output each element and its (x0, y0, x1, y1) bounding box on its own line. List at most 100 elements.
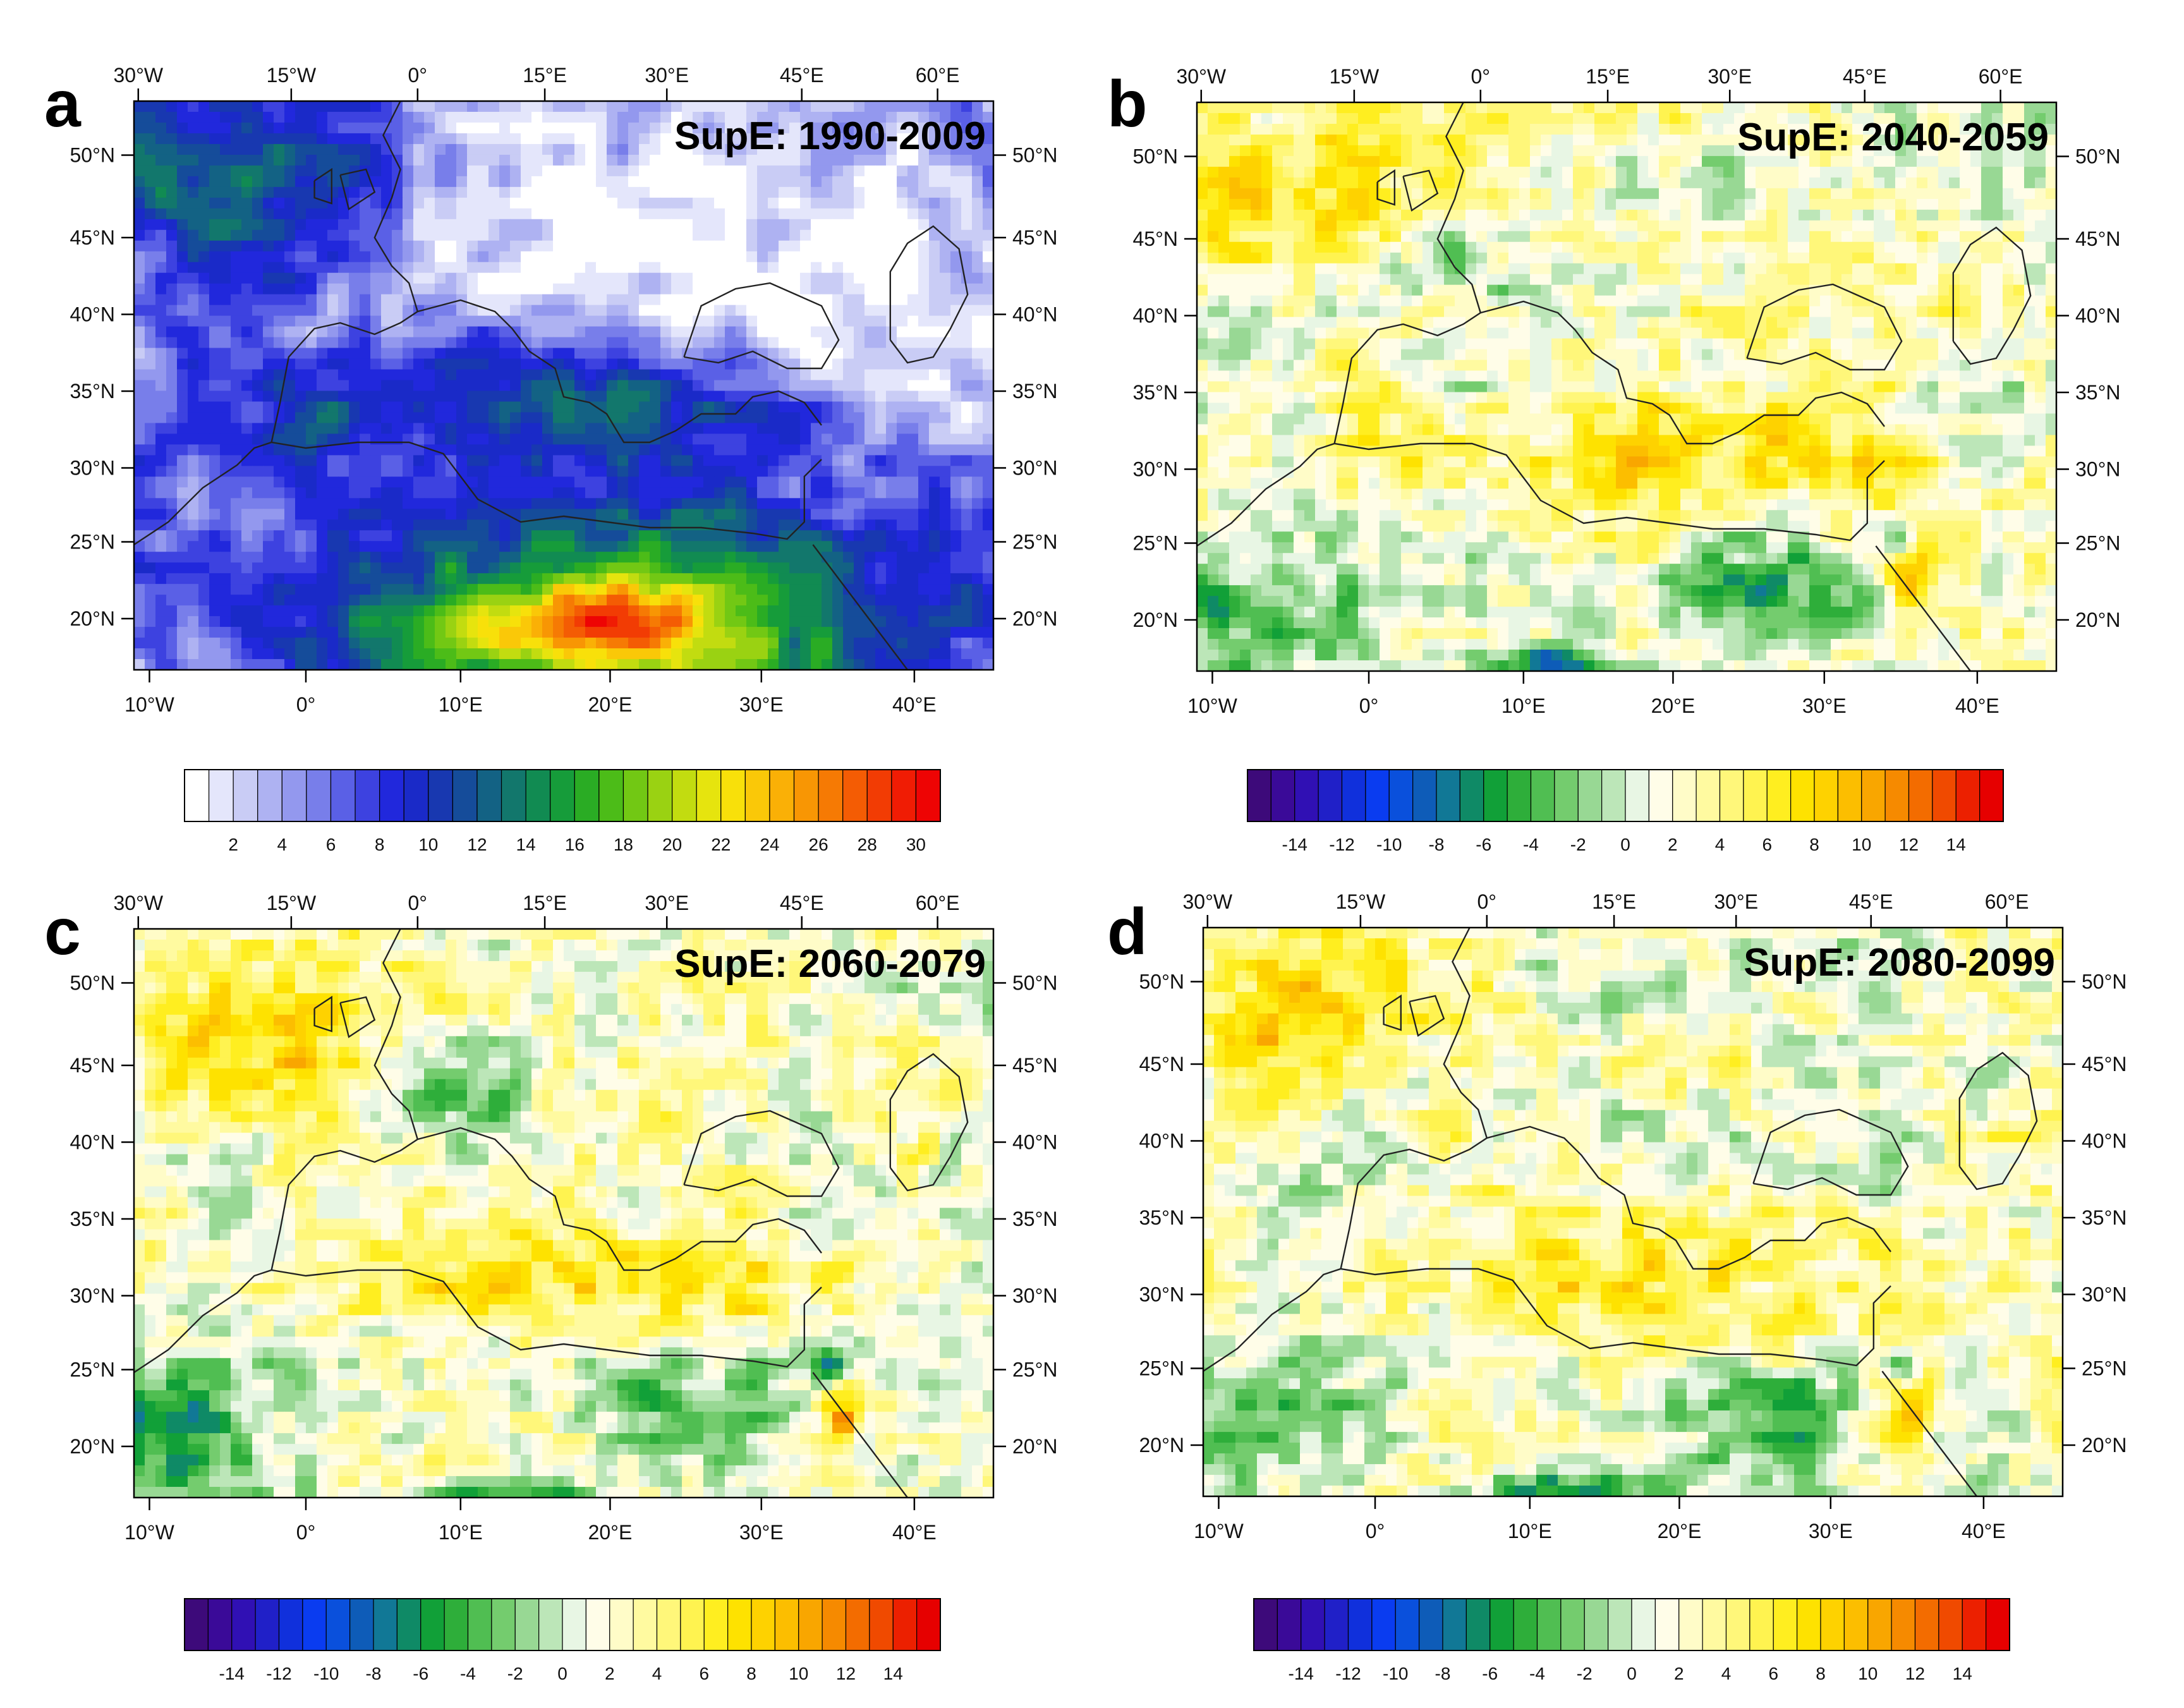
right-lat-label: 35°N (1012, 1208, 1058, 1230)
right-lat-label: 25°N (2075, 532, 2121, 555)
left-lat-label: 25°N (1139, 1357, 1185, 1380)
left-lat-label: 40°N (1139, 1130, 1185, 1153)
panel-a-field (134, 101, 994, 670)
right-lat-label: 20°N (2082, 1434, 2127, 1457)
colorbar-label: 2 (605, 1664, 615, 1683)
top-lon-label: 30°W (114, 64, 164, 87)
colorbar-label: 4 (277, 835, 288, 854)
left-lat-label: 20°N (70, 1435, 116, 1458)
colorbar-label: 14 (1953, 1664, 1972, 1683)
bottom-lon-label: 20°E (588, 1521, 633, 1544)
colorbar-label: 22 (711, 835, 731, 854)
colorbar-label: 0 (557, 1664, 567, 1683)
left-lat-label: 40°N (70, 303, 116, 326)
colorbar-label: 6 (1762, 835, 1772, 854)
right-lat-label: 45°N (1012, 1054, 1058, 1077)
left-lat-label: 35°N (70, 1208, 116, 1230)
left-lat-label: 20°N (1139, 1434, 1185, 1457)
bottom-lon-label: 20°E (1658, 1520, 1702, 1542)
right-lat-label: 30°N (2082, 1283, 2127, 1306)
colorbar-label: 18 (614, 835, 633, 854)
colorbar-label: -6 (1476, 835, 1491, 854)
top-lon-label: 15°E (523, 64, 567, 87)
left-lat-label: 35°N (1139, 1206, 1185, 1229)
right-lat-label: 45°N (2082, 1053, 2127, 1075)
left-lat-label: 45°N (70, 1054, 116, 1077)
top-lon-label: 45°E (1843, 65, 1887, 88)
left-lat-label: 50°N (1133, 145, 1179, 168)
bottom-lon-label: 10°W (1194, 1520, 1244, 1542)
top-lon-label: 60°E (916, 64, 960, 87)
left-lat-label: 25°N (70, 1359, 116, 1381)
bottom-lon-label: 10°E (1508, 1520, 1552, 1542)
left-lat-label: 30°N (70, 457, 116, 480)
colorbar-label: 16 (565, 835, 585, 854)
right-lat-label: 30°N (1012, 1285, 1058, 1307)
bottom-lon-label: 40°E (892, 1521, 937, 1544)
left-lat-label: 50°N (1139, 971, 1185, 993)
top-lon-label: 30°E (645, 892, 689, 914)
colorbar-label: 26 (809, 835, 828, 854)
colorbar-label: -8 (1435, 1664, 1451, 1683)
colorbar-label: -10 (1383, 1664, 1408, 1683)
bottom-lon-label: 10°W (1187, 694, 1237, 717)
right-lat-label: 40°N (2075, 305, 2121, 327)
top-lon-label: 0° (408, 892, 428, 914)
right-lat-label: 35°N (2082, 1206, 2127, 1229)
right-lat-label: 50°N (2075, 145, 2121, 168)
right-lat-label: 25°N (1012, 531, 1058, 554)
top-lon-label: 30°W (1177, 65, 1227, 88)
panel-title: SupE: 1990-2009 (674, 114, 986, 158)
left-lat-label: 20°N (1133, 609, 1179, 631)
colorbar-label: 8 (1816, 1664, 1826, 1683)
right-lat-label: 40°N (2082, 1130, 2127, 1153)
colorbar-label: 2 (1668, 835, 1678, 854)
colorbar-label: 12 (1899, 835, 1919, 854)
top-lon-label: 15°W (1330, 65, 1380, 88)
top-lon-label: 45°E (1849, 890, 1893, 913)
left-lat-label: 50°N (70, 144, 116, 167)
right-lat-label: 25°N (2082, 1357, 2127, 1380)
colorbar-label: -4 (460, 1664, 476, 1683)
colorbar-label: -4 (1529, 1664, 1545, 1683)
bottom-lon-label: 0° (1359, 694, 1379, 717)
left-lat-label: 20°N (70, 607, 116, 630)
right-lat-label: 50°N (1012, 972, 1058, 995)
colorbar-label: 4 (1715, 835, 1725, 854)
bottom-lon-label: 10°E (439, 1521, 483, 1544)
right-lat-label: 35°N (2075, 381, 2121, 404)
colorbar-label: 12 (467, 835, 487, 854)
colorbar-label: 12 (1905, 1664, 1925, 1683)
colorbar-label: 2 (228, 835, 238, 854)
colorbar-label: 14 (516, 835, 536, 854)
top-lon-label: 15°E (1586, 65, 1630, 88)
bottom-lon-label: 10°W (124, 1521, 174, 1544)
colorbar-label: -6 (1482, 1664, 1498, 1683)
colorbar-label: 8 (746, 1664, 756, 1683)
colorbar-label: 8 (375, 835, 385, 854)
colorbar-label: -14 (219, 1664, 245, 1683)
panel-c-field (134, 929, 994, 1498)
left-lat-label: 30°N (70, 1285, 116, 1307)
panel-title: SupE: 2040-2059 (1737, 116, 2049, 159)
right-lat-label: 30°N (1012, 457, 1058, 480)
right-lat-label: 45°N (1012, 226, 1058, 249)
colorbar-label: 10 (418, 835, 438, 854)
bottom-lon-label: 0° (296, 1521, 316, 1544)
bottom-lon-label: 10°W (124, 693, 174, 716)
bottom-lon-label: 20°E (588, 693, 633, 716)
colorbar-label: 10 (1858, 1664, 1878, 1683)
colorbar-label: -6 (413, 1664, 428, 1683)
colorbar-label: 6 (326, 835, 336, 854)
colorbar-label: 12 (836, 1664, 856, 1683)
bottom-lon-label: 30°E (1809, 1520, 1853, 1542)
left-lat-label: 45°N (1133, 227, 1179, 250)
colorbar-label: -14 (1282, 835, 1307, 854)
